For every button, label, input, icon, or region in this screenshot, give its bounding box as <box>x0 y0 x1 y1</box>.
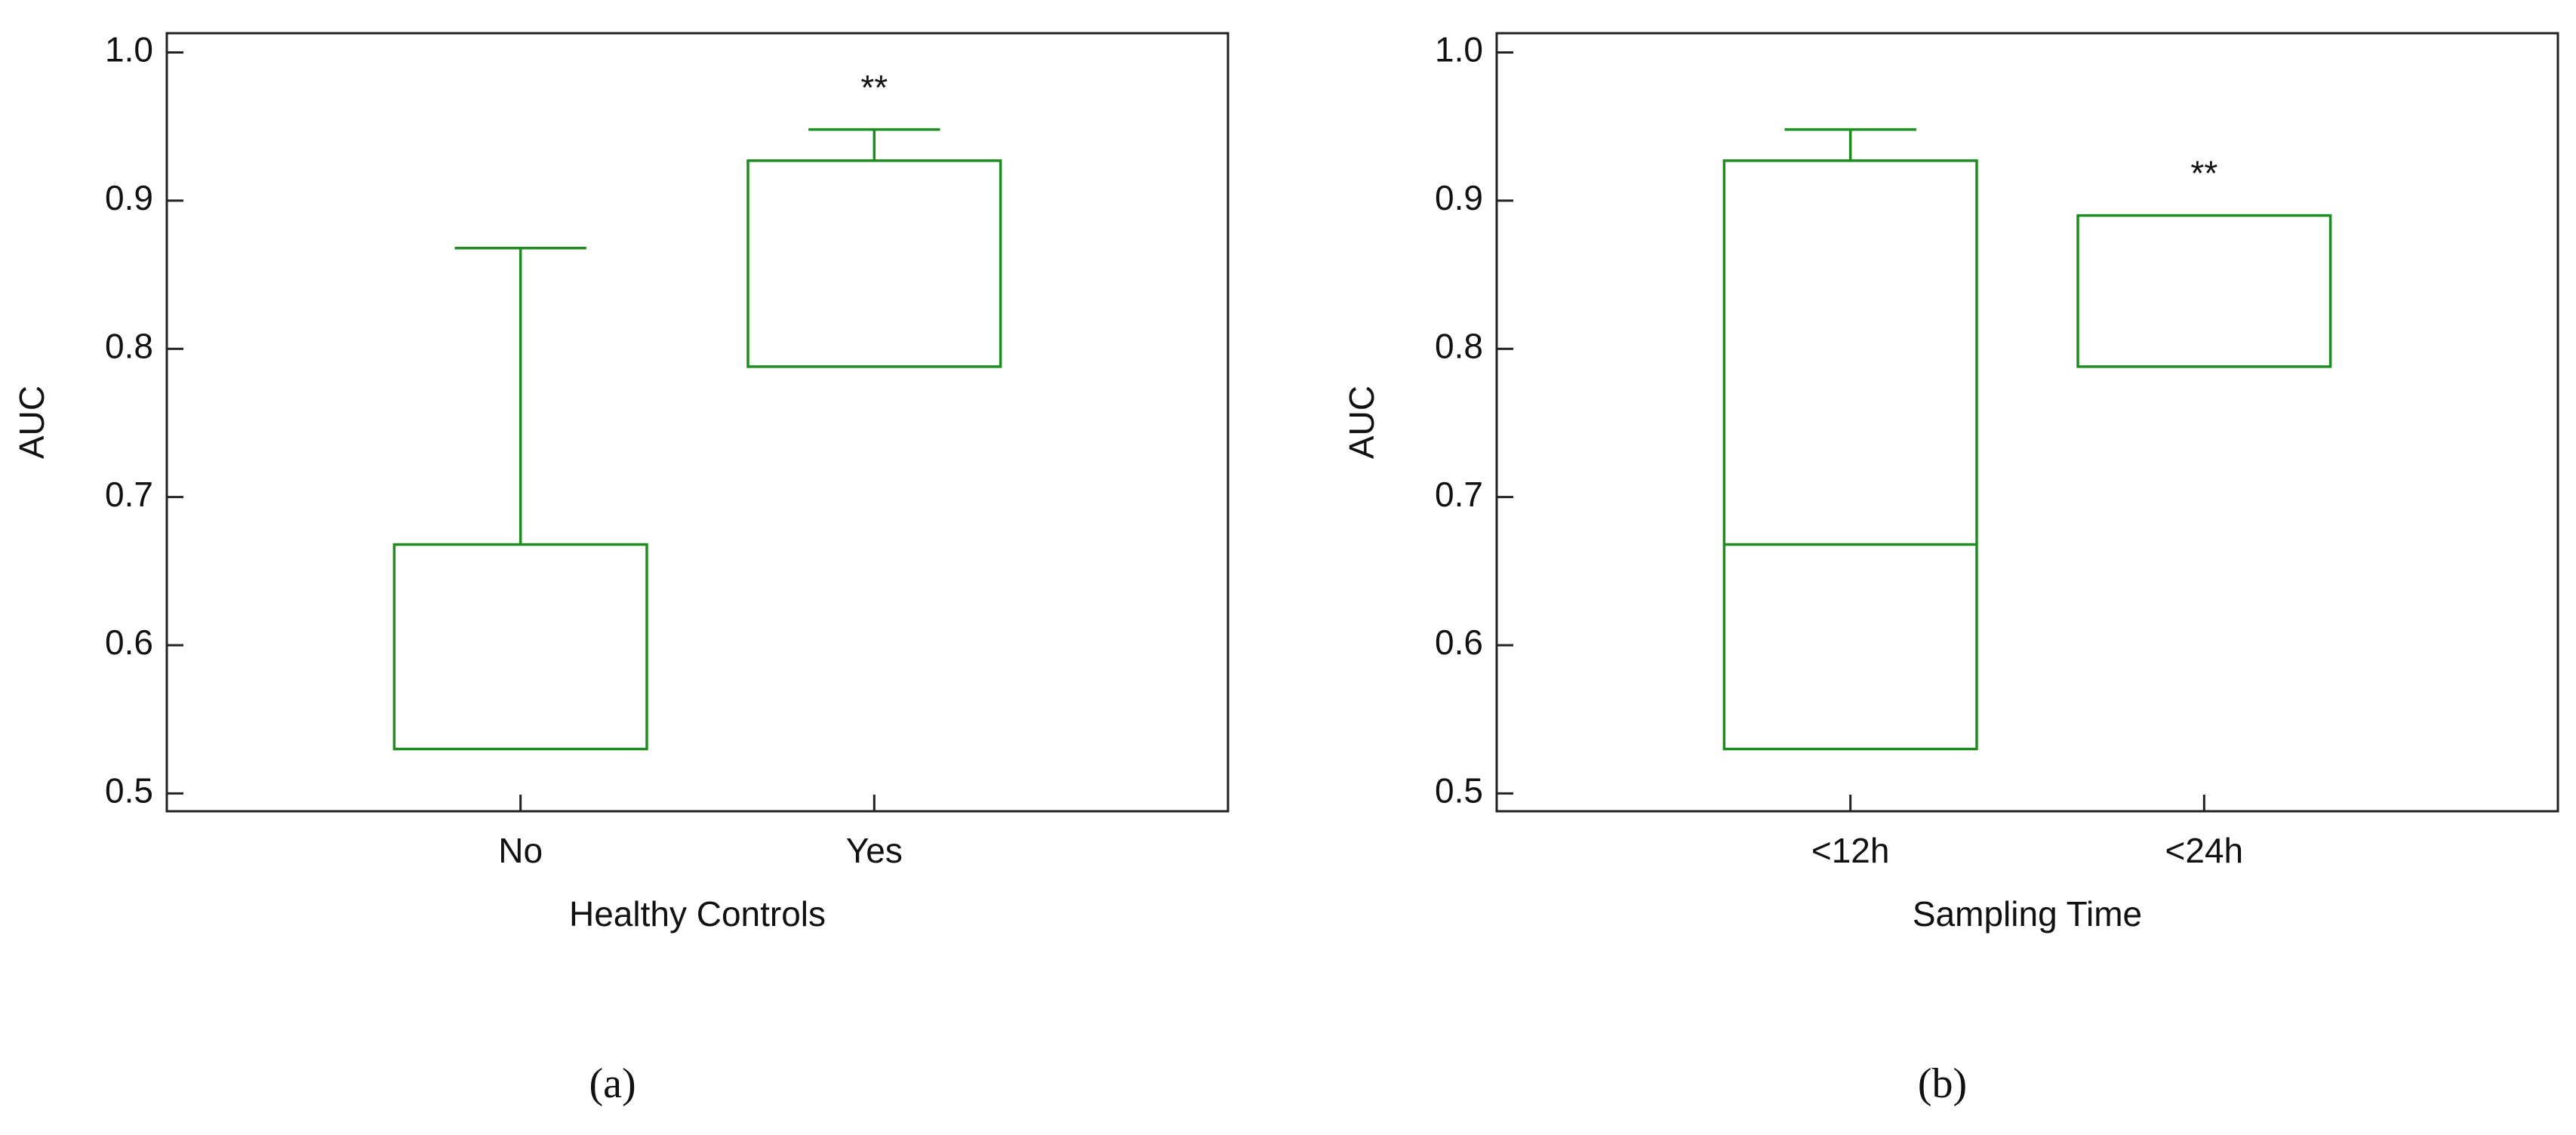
x-tick-label: <12h <box>1811 831 1890 870</box>
x-tick-label: <24h <box>2165 831 2244 870</box>
panel-label: (a) <box>589 1060 636 1107</box>
x-tick-label: Yes <box>846 831 903 870</box>
y-tick-label: 0.8 <box>105 326 153 365</box>
box <box>392 543 648 751</box>
y-tick-label: 0.7 <box>105 475 153 514</box>
y-tick-label: 0.6 <box>1435 623 1483 662</box>
y-axis-label: AUC <box>12 386 51 459</box>
box <box>2076 214 2332 368</box>
y-tick-label: 0.5 <box>105 771 153 810</box>
annotation: ** <box>860 68 888 107</box>
y-tick-label: 0.9 <box>1435 178 1483 217</box>
x-tick-label: No <box>498 831 543 870</box>
y-tick-label: 1.0 <box>1435 30 1483 69</box>
y-tick-label: 0.8 <box>1435 326 1483 365</box>
y-axis-label: AUC <box>1342 386 1381 459</box>
y-tick-label: 0.6 <box>105 623 153 662</box>
x-axis-label: Healthy Controls <box>569 894 826 934</box>
x-axis-label: Sampling Time <box>1913 894 2142 934</box>
y-tick-label: 1.0 <box>105 30 153 69</box>
y-tick-label: 0.9 <box>105 178 153 217</box>
y-tick-label: 0.5 <box>1435 771 1483 810</box>
annotation: ** <box>2190 154 2217 193</box>
y-tick-label: 0.7 <box>1435 475 1483 514</box>
box <box>746 159 1002 368</box>
box <box>1722 159 1978 751</box>
plot-frame <box>1495 32 2559 813</box>
plot-frame <box>165 32 1230 813</box>
panel-label: (b) <box>1918 1060 1967 1107</box>
